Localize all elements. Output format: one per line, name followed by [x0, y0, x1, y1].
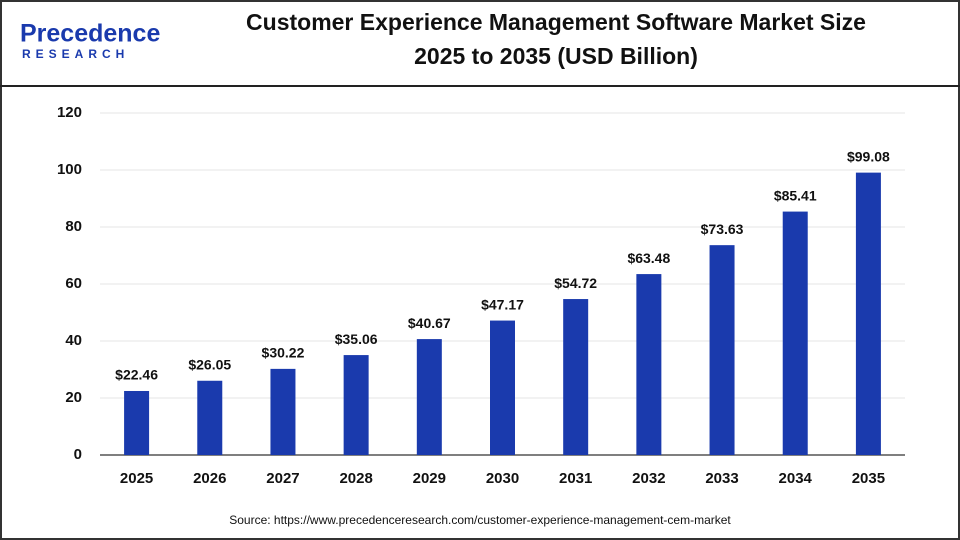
value-label: $73.63	[701, 221, 744, 237]
x-tick-label: 2030	[486, 470, 519, 487]
bar	[343, 355, 369, 455]
bar	[636, 274, 662, 455]
x-tick-label: 2025	[120, 470, 153, 487]
logo-tagline: RESEARCH	[22, 47, 129, 61]
x-tick-label: 2028	[339, 470, 372, 487]
x-tick-label: 2033	[705, 470, 738, 487]
value-label: $26.05	[188, 356, 231, 372]
chart-title: Customer Experience Management Software …	[246, 9, 866, 35]
logo-name: Precedence	[20, 20, 160, 48]
x-tick-label: 2034	[779, 470, 813, 487]
value-label: $47.17	[481, 296, 524, 312]
x-tick-label: 2032	[632, 470, 665, 487]
y-tick-label: 0	[74, 446, 82, 463]
y-tick-label: 40	[65, 332, 82, 349]
x-tick-label: 2035	[852, 470, 885, 487]
bar	[709, 245, 735, 455]
bar	[124, 390, 150, 455]
value-label: $30.22	[262, 345, 305, 361]
value-label: $22.46	[115, 367, 158, 383]
bar	[270, 368, 296, 455]
x-tick-label: 2026	[193, 470, 226, 487]
y-tick-label: 20	[65, 389, 82, 406]
x-tick-label: 2029	[413, 470, 446, 487]
y-tick-label: 100	[57, 161, 82, 178]
value-label: $40.67	[408, 315, 451, 331]
x-tick-label: 2031	[559, 470, 592, 487]
bar	[855, 172, 881, 455]
value-label: $99.08	[847, 148, 890, 164]
bar	[416, 339, 442, 455]
y-tick-label: 80	[65, 218, 82, 235]
x-tick-label: 2027	[266, 470, 299, 487]
value-label: $35.06	[335, 331, 378, 347]
y-tick-label: 60	[65, 275, 82, 292]
value-label: $85.41	[774, 187, 817, 203]
source: Source: https://www.precedenceresearch.c…	[229, 513, 731, 527]
bar	[490, 320, 515, 455]
bar	[782, 211, 808, 455]
bar	[197, 380, 223, 455]
bar	[563, 299, 589, 455]
chart-subtitle: 2025 to 2035 (USD Billion)	[414, 43, 698, 69]
value-label: $54.72	[554, 275, 597, 291]
value-label: $63.48	[627, 250, 670, 266]
y-tick-label: 120	[57, 104, 82, 121]
